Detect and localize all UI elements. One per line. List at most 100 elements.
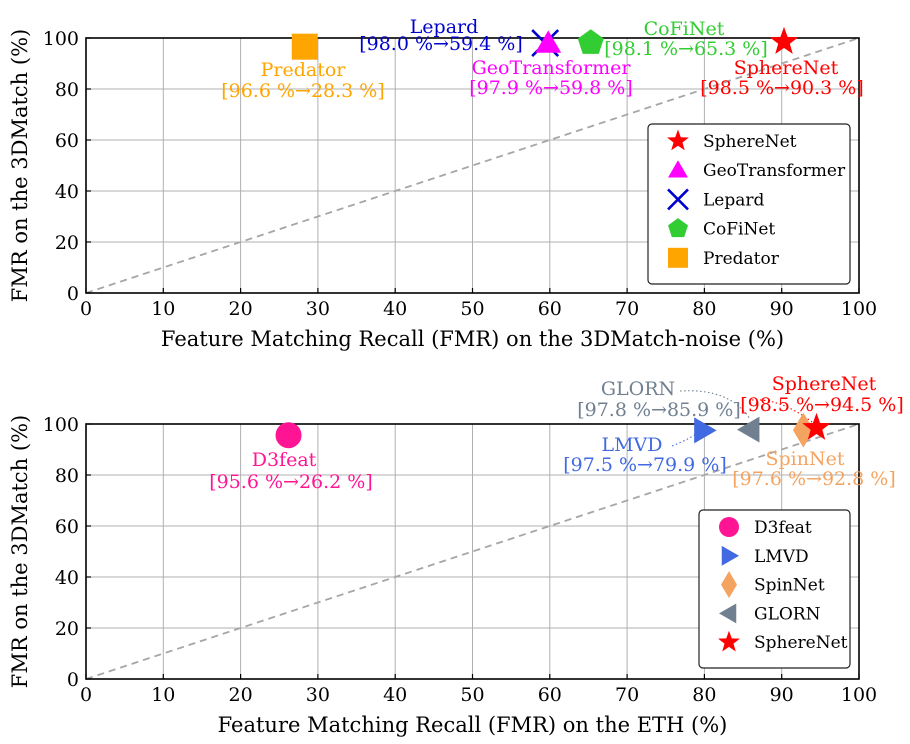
- point-value-label: [98.5 %→94.5 %]: [740, 394, 904, 416]
- data-point-predator: [291, 33, 318, 60]
- point-marker-lmvd: [694, 417, 717, 444]
- data-point-spherenet: [802, 412, 831, 440]
- y-tick-label: 40: [55, 181, 79, 203]
- legend-item-spherenet: SphereNet: [718, 630, 848, 653]
- x-tick-label: 0: [80, 298, 92, 320]
- x-tick-label: 40: [383, 684, 407, 706]
- y-axis-label: FMR on the 3DMatch (%): [8, 415, 32, 688]
- x-axis-label: Feature Matching Recall (FMR) on the ETH…: [218, 713, 728, 737]
- chart-panel-2: 0 10 20 30 40 50 60 70 80 90 100 0 20 40 60 80 100 Featur…: [8, 373, 904, 737]
- point-name-label: SpinNet: [766, 448, 845, 470]
- legend-item-lepard: Lepard: [667, 188, 764, 211]
- point-marker-geotransformer: [535, 30, 562, 53]
- x-tick-label: 70: [615, 298, 639, 320]
- diagonal-reference-line: [85, 423, 860, 680]
- point-value-label: [97.6 %→92.8 %]: [732, 468, 896, 490]
- data-point-d3feat: [275, 422, 302, 449]
- x-tick-label: 70: [615, 684, 639, 706]
- y-axis-label: FMR on the 3DMatch (%): [8, 29, 32, 302]
- x-tick-label: 20: [229, 684, 253, 706]
- point-marker-spherenet: [802, 412, 831, 440]
- legend-label: Predator: [703, 249, 780, 269]
- legend-marker: [718, 630, 740, 652]
- legend-item-cofinet: CoFiNet: [668, 218, 775, 240]
- legend-label: SphereNet: [754, 633, 848, 653]
- y-tick-label: 20: [55, 232, 79, 254]
- legend: SphereNet GeoTransformer Lepard CoFiNet Pred…: [647, 123, 851, 285]
- data-point-cofinet: [577, 29, 604, 54]
- x-tick-label: 10: [151, 684, 175, 706]
- y-tick-label: 80: [55, 79, 79, 101]
- data-point-spherenet: [769, 26, 799, 54]
- x-tick-label: 30: [306, 684, 330, 706]
- annotation-connector-glorn: [679, 390, 751, 420]
- legend-item-geotransformer: GeoTransformer: [668, 160, 846, 181]
- legend-item-spherenet: SphereNet: [667, 129, 797, 152]
- point-value-label: [98.1 %→65.3 %]: [604, 38, 768, 60]
- point-marker-spherenet: [769, 26, 799, 54]
- diagonal-reference-line: [85, 37, 860, 294]
- legend-item-d3feat: D3feat: [719, 517, 812, 538]
- point-name-label: Lepard: [410, 16, 479, 38]
- x-tick-label: 80: [692, 298, 716, 320]
- y-tick-label: 40: [55, 567, 79, 589]
- y-tick-label: 0: [67, 669, 79, 691]
- point-marker-d3feat: [275, 422, 302, 449]
- point-marker-cofinet: [577, 29, 604, 54]
- legend-item-lmvd: LMVD: [721, 545, 809, 567]
- x-tick-label: 90: [770, 298, 794, 320]
- legend-marker: [668, 247, 688, 268]
- legend-box: [698, 509, 851, 669]
- legend-marker: [719, 517, 739, 537]
- data-point-geotransformer: [535, 30, 562, 53]
- point-value-label: [95.6 %→26.2 %]: [209, 471, 373, 493]
- x-tick-label: 40: [383, 298, 407, 320]
- point-name-label: GeoTransformer: [472, 57, 632, 79]
- x-tick-label: 60: [538, 684, 562, 706]
- point-name-label: D3feat: [252, 449, 317, 471]
- point-marker-predator: [291, 33, 318, 60]
- point-name-label: SphereNet: [772, 373, 877, 395]
- chart-panel-1: 0 10 20 30 40 50 60 70 80 90 100 0 20 40 60 80 100 Featur…: [8, 16, 877, 351]
- data-point-glorn: [737, 416, 760, 443]
- legend-marker: [721, 545, 739, 566]
- legend-marker: [668, 160, 688, 178]
- legend-item-glorn: GLORN: [719, 603, 821, 624]
- point-value-label: [97.8 %→85.9 %]: [577, 399, 741, 421]
- x-tick-label: 30: [306, 298, 330, 320]
- legend-marker: [719, 603, 737, 624]
- point-name-label: GLORN: [601, 378, 675, 400]
- y-tick-label: 20: [55, 618, 79, 640]
- x-tick-label: 90: [770, 684, 794, 706]
- legend-item-predator: Predator: [668, 247, 780, 269]
- x-tick-label: 0: [80, 684, 92, 706]
- legend-label: CoFiNet: [703, 220, 775, 240]
- data-point-lmvd: [694, 417, 717, 444]
- legend: D3feat LMVD SpinNet GLORN SphereNet: [698, 509, 851, 669]
- x-tick-label: 80: [692, 684, 716, 706]
- x-tick-label: 50: [460, 684, 484, 706]
- point-value-label: [96.6 %→28.3 %]: [221, 80, 385, 102]
- legend-label: LMVD: [754, 547, 809, 567]
- legend-marker: [667, 188, 689, 211]
- y-tick-label: 100: [43, 414, 79, 436]
- x-tick-label: 20: [229, 298, 253, 320]
- x-tick-label: 60: [538, 298, 562, 320]
- x-tick-label: 50: [460, 298, 484, 320]
- x-tick-label: 100: [841, 298, 877, 320]
- legend-marker: [668, 218, 688, 238]
- legend-item-spinnet: SpinNet: [721, 571, 825, 599]
- data-point-spinnet: [792, 412, 814, 448]
- legend-label: SpinNet: [754, 576, 825, 596]
- x-tick-label: 100: [841, 684, 877, 706]
- legend-label: GLORN: [754, 604, 821, 624]
- y-tick-label: 60: [55, 130, 79, 152]
- x-axis-label: Feature Matching Recall (FMR) on the 3DM…: [161, 327, 784, 351]
- point-value-label: [98.5 %→90.3 %]: [700, 77, 864, 99]
- legend-label: Lepard: [703, 190, 764, 210]
- point-value-label: [97.9 %→59.8 %]: [469, 77, 633, 99]
- y-tick-label: 100: [43, 28, 79, 50]
- legend-marker: [667, 129, 689, 151]
- point-marker-glorn: [737, 416, 760, 443]
